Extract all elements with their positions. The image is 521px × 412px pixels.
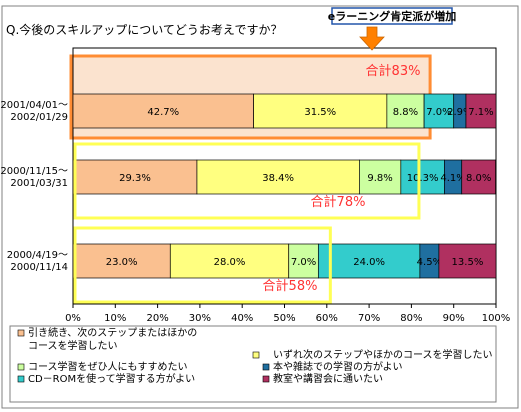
callout-box	[331, 7, 453, 25]
legend-label: CD－ROMを使って学習する方がよい	[28, 372, 195, 385]
data-label: 8.8%	[393, 107, 418, 118]
data-label: 42.7%	[147, 107, 179, 118]
data-label: 23.0%	[106, 257, 138, 268]
bar-segment	[317, 243, 421, 279]
legend-label: いずれ次のステップやほかのコースを学習したい	[273, 348, 493, 361]
x-tick-label: 10%	[104, 313, 126, 324]
category-label: 2002/01/29	[10, 112, 68, 123]
data-label: 2.9%	[447, 107, 472, 118]
bar-segment	[400, 159, 445, 195]
legend-swatch	[17, 375, 25, 383]
x-tick-label: 0%	[65, 313, 81, 324]
callout-text: eラーニング肯定派が増加	[328, 9, 456, 23]
category-label: 2000/11/15～	[0, 166, 68, 177]
legend-label: コース学習をぜひ人にもすすめたい	[28, 360, 188, 373]
data-label: 31.5%	[304, 107, 336, 118]
x-tick-label: 70%	[358, 313, 380, 324]
data-label: 7.0%	[291, 257, 316, 268]
category-label: 2001/03/31	[10, 178, 68, 189]
x-tick-label: 50%	[273, 313, 295, 324]
data-label: 7.1%	[468, 107, 493, 118]
bar-segment	[72, 243, 171, 279]
legend-swatch	[17, 363, 25, 371]
data-label: 4.5%	[417, 257, 442, 268]
legend-label: 本や雑誌での学習の方がよい	[273, 360, 403, 373]
bar-segment	[438, 243, 497, 279]
bar-segment	[169, 243, 290, 279]
bar-segment	[288, 243, 319, 279]
data-label: 8.0%	[466, 173, 491, 184]
x-tick-label: 100%	[482, 313, 511, 324]
legend-swatch	[262, 363, 270, 371]
x-tick-label: 60%	[316, 313, 338, 324]
bar-segment	[196, 159, 360, 195]
legend-swatch	[17, 329, 25, 337]
category-label: 2001/04/01～	[0, 100, 68, 111]
data-label: 4.1%	[440, 173, 465, 184]
x-tick-label: 90%	[443, 313, 465, 324]
category-label: 2000/11/14	[10, 262, 68, 273]
data-label: 7.0%	[426, 107, 451, 118]
bar-segment	[72, 93, 254, 129]
chart-title: Q.今後のスキルアップについてどうお考えですか？	[6, 22, 283, 37]
bar-segment	[72, 159, 198, 195]
chart-frame	[1, 5, 519, 409]
legend-label: コースを学習したい	[28, 339, 118, 352]
data-label: 10.3%	[407, 173, 439, 184]
data-label: 13.5%	[452, 257, 484, 268]
x-tick-label: 80%	[400, 313, 422, 324]
bar-segment	[253, 93, 388, 129]
x-tick-label: 40%	[231, 313, 253, 324]
bar-segment	[465, 93, 497, 129]
highlight-box-row3	[73, 226, 332, 304]
bar-segment	[461, 159, 496, 195]
legend-box	[9, 325, 497, 403]
x-tick-label: 30%	[189, 313, 211, 324]
category-label: 2000/4/19～	[7, 250, 68, 261]
total-annotation: 合計78%	[311, 194, 366, 210]
data-label: 28.0%	[214, 257, 246, 268]
total-annotation: 合計58%	[263, 278, 318, 294]
x-tick-label: 20%	[146, 313, 168, 324]
total-annotation: 合計83%	[366, 63, 421, 79]
data-label: 29.3%	[119, 173, 151, 184]
data-label: 24.0%	[353, 257, 385, 268]
legend-swatch	[252, 351, 260, 359]
highlight-box-row2	[73, 142, 421, 220]
legend-label: 引き続き、次のステップまたはほかの	[28, 326, 197, 339]
data-label: 38.4%	[262, 173, 294, 184]
legend-swatch	[262, 375, 270, 383]
legend-label: 教室や講習会に通いたい	[273, 372, 383, 385]
callout-arrow	[359, 26, 385, 51]
data-label: 9.8%	[367, 173, 392, 184]
